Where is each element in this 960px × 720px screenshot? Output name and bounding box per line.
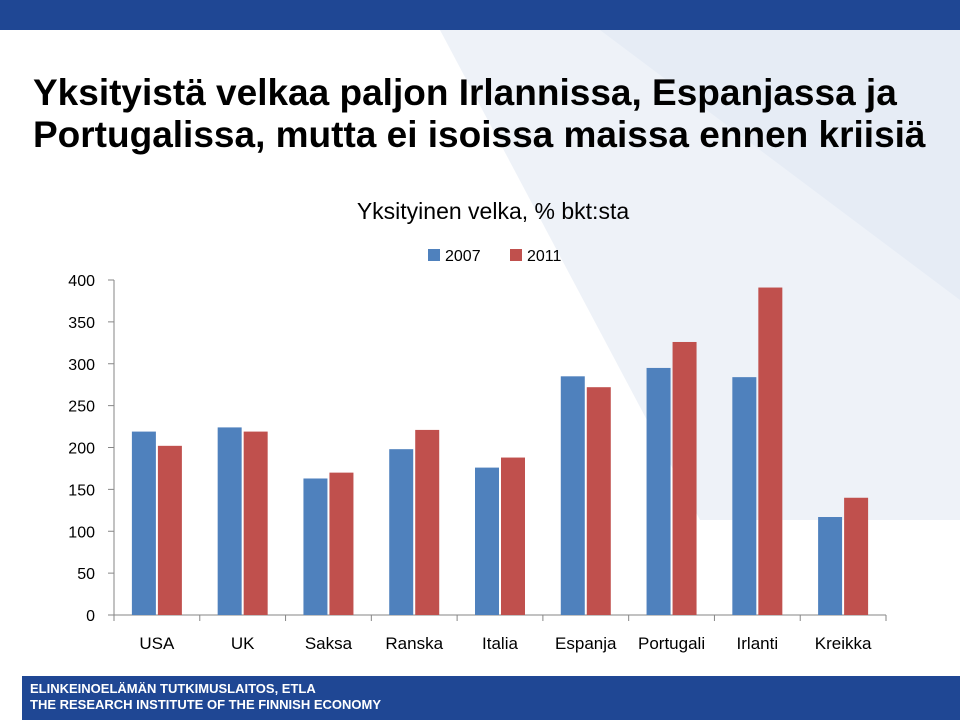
bar-2011-ranska	[415, 429, 440, 615]
footer-institute-name-english: THE RESEARCH INSTITUTE OF THE FINNISH EC…	[30, 697, 382, 712]
y-tick-label: 100	[68, 524, 95, 541]
bar-2011-saksa	[329, 472, 354, 615]
y-tick-label: 350	[68, 315, 95, 332]
x-tick-label: Kreikka	[815, 634, 872, 653]
y-tick-label: 300	[68, 357, 95, 374]
bar-2007-espanja	[560, 376, 585, 615]
bar-2007-kreikka	[818, 517, 843, 615]
chart-axes	[108, 279, 887, 621]
top-brand-bar	[0, 0, 960, 30]
bar-2011-italia	[501, 457, 525, 615]
footer-bar-left	[22, 676, 420, 720]
y-tick-label: 150	[68, 482, 95, 499]
x-tick-label: Italia	[482, 634, 518, 653]
x-tick-label: UK	[231, 634, 255, 653]
legend-swatch-2007	[428, 249, 440, 261]
bar-2011-espanja	[586, 387, 611, 615]
chart-bars	[131, 287, 869, 615]
chart-legend: 2007 2011	[428, 248, 562, 265]
bar-2007-italia	[475, 467, 499, 615]
bar-2011-portugali	[672, 341, 697, 615]
footer-institute-name: ELINKEINOELÄMÄN TUTKIMUSLAITOS, ETLA	[30, 681, 316, 696]
bar-2011-usa	[157, 445, 182, 615]
y-tick-label: 0	[86, 608, 95, 625]
bar-2011-irlanti	[758, 287, 783, 615]
x-tick-label: Saksa	[305, 634, 353, 653]
footer-logo-strip	[0, 676, 22, 720]
slide-title-line2: Portugalissa, mutta ei isoissa maissa en…	[33, 114, 926, 155]
x-tick-label: Espanja	[555, 634, 617, 653]
chart-labels: 0 50 100 150 200 250 300 350 400 USA UK Saksa Ranska…	[68, 273, 872, 653]
legend-label-2007: 2007	[445, 248, 481, 265]
bar-2011-kreikka	[844, 497, 869, 615]
bar-2007-saksa	[303, 478, 328, 615]
legend-label-2011: 2011	[527, 248, 562, 265]
slide-title: Yksityistä velkaa paljon Irlannissa, Esp…	[33, 72, 933, 156]
x-tick-label: Portugali	[638, 634, 705, 653]
bar-2007-usa	[131, 431, 156, 615]
bar-2011-uk	[243, 431, 268, 615]
y-tick-label: 400	[68, 273, 95, 290]
y-tick-label: 50	[77, 566, 95, 583]
y-tick-label: 250	[68, 399, 95, 416]
bar-2007-portugali	[646, 367, 671, 615]
x-tick-label: USA	[139, 634, 175, 653]
bar-2007-ranska	[389, 449, 414, 615]
legend-swatch-2011	[510, 249, 522, 261]
y-tick-label: 200	[68, 441, 95, 458]
x-tick-label: Irlanti	[737, 634, 779, 653]
chart-title: Yksityinen velka, % bkt:sta	[357, 198, 629, 224]
x-tick-label: Ranska	[385, 634, 443, 653]
footer-bar-right	[420, 676, 960, 720]
slide-title-line1: Yksityistä velkaa paljon Irlannissa, Esp…	[33, 72, 897, 113]
bar-2007-irlanti	[732, 377, 757, 615]
bar-2007-uk	[217, 427, 242, 615]
